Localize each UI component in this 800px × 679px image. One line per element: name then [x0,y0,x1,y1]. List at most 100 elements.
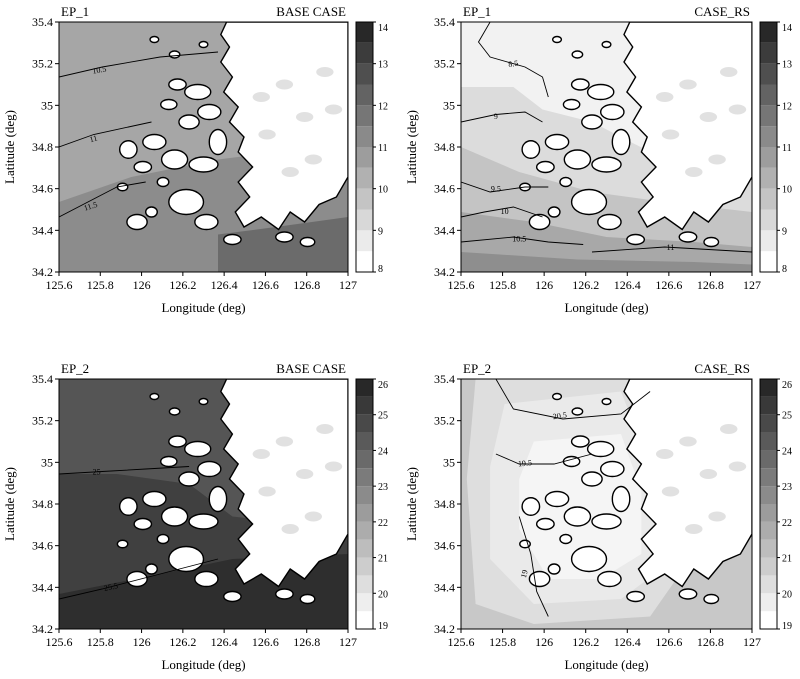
colorbar-swatch [356,414,373,433]
terrain-patch [324,104,343,115]
x-tick-label: 126.8 [293,278,320,292]
island [535,160,555,174]
island [156,533,170,545]
y-tick-label: 34.8 [32,497,53,511]
colorbar-swatch [356,432,373,451]
contour-label: 8.5 [508,59,519,69]
x-tick-label: 125.8 [87,635,114,649]
island [678,231,698,243]
y-tick-label: 34.2 [434,265,455,279]
island [597,570,622,588]
island [678,588,698,600]
terrain-patch [324,461,343,472]
colorbar-tick-label: 11 [782,143,792,154]
island [275,588,294,600]
y-tick-label: 34.6 [32,182,53,196]
colorbar-swatch [356,147,373,168]
panel-1: 10.5 11 11.5 125.6 125.8 126 126.2 126.4 126.6 12… [2,4,388,315]
island [208,128,228,156]
contour-line [461,236,584,245]
x-tick-label: 126.2 [572,278,599,292]
terrain-patch [304,154,322,165]
colorbar-swatch [760,575,777,594]
contour-line [59,466,190,475]
island [142,133,167,151]
colorbar-tick-label: 21 [782,554,792,565]
island [562,98,581,111]
y-tick-label: 34.4 [32,223,53,237]
island [160,506,189,527]
x-tick-label: 126.4 [211,635,238,649]
colorbar-tick-label: 11 [378,143,388,154]
colorbar-swatch [760,105,777,127]
colorbar-swatch [760,22,777,43]
island [570,435,590,448]
episode-label: EP_1 [61,4,89,19]
y-tick-label: 34.8 [32,140,53,154]
y-tick-label: 35.2 [32,414,53,428]
contour-label: 20.5 [552,410,567,421]
island [184,83,212,101]
colorbar-tick-label: 12 [782,101,792,112]
colorbar-swatch [760,468,777,487]
colorbar-swatch [356,42,373,64]
x-tick-label: 126.6 [252,635,279,649]
colorbar-tick-label: 24 [378,446,388,457]
island [601,40,612,49]
x-tick-label: 126.6 [655,635,682,649]
island [521,497,541,516]
plot-area: 20.5 19.5 19 [461,379,752,629]
contour-line [59,121,152,148]
island [156,176,170,188]
x-tick-label: 126.8 [697,278,724,292]
contour-line [591,246,752,253]
colorbar-swatch [760,188,777,210]
island [198,397,209,406]
terrain-patch [295,469,314,479]
colorbar-swatch [356,521,373,540]
contour-label: 9.5 [491,184,501,193]
island [563,506,592,527]
x-tick-label: 127 [339,635,357,649]
island [116,539,129,549]
island [591,156,622,173]
terrain-patch [295,112,314,122]
colorbar-swatch [356,84,373,106]
colorbar-swatch [760,539,777,558]
y-tick-label: 35.2 [434,57,455,71]
colorbar-swatch [760,593,777,612]
x-tick-label: 126.6 [252,278,279,292]
case-label: CASE_RS [694,361,750,376]
colorbar-swatch [760,611,777,629]
x-tick-label: 125.6 [448,278,475,292]
colorbar-swatch [760,42,777,64]
colorbar-swatch [760,432,777,451]
episode-label: EP_2 [61,361,89,376]
terrain-patch [661,129,680,140]
island [149,392,160,401]
colorbar-frame [355,378,374,630]
contour-label: 25 [93,468,101,477]
terrain-patch [281,524,299,534]
island [581,114,603,130]
island [126,570,148,588]
colorbar-swatch [760,167,777,189]
contour-label: 11.5 [83,200,99,213]
colorbar-tick-label: 19 [378,621,388,632]
island [149,35,160,44]
colorbar-swatch [356,611,373,629]
terrain-patch [685,167,703,177]
x-tick-label: 126.2 [169,635,196,649]
contour-line [461,181,549,193]
x-axis-label: Longitude (deg) [564,300,648,315]
island [144,206,158,218]
colorbar-swatch [356,593,373,612]
colorbar-swatch [760,379,777,397]
island [528,570,551,588]
colorbar-tick-label: 9 [378,226,383,237]
x-axis-label: Longitude (deg) [161,657,245,672]
colorbar-swatch [356,450,373,469]
colorbar-tick-label: 13 [782,60,792,71]
colorbar-swatch [356,126,373,147]
